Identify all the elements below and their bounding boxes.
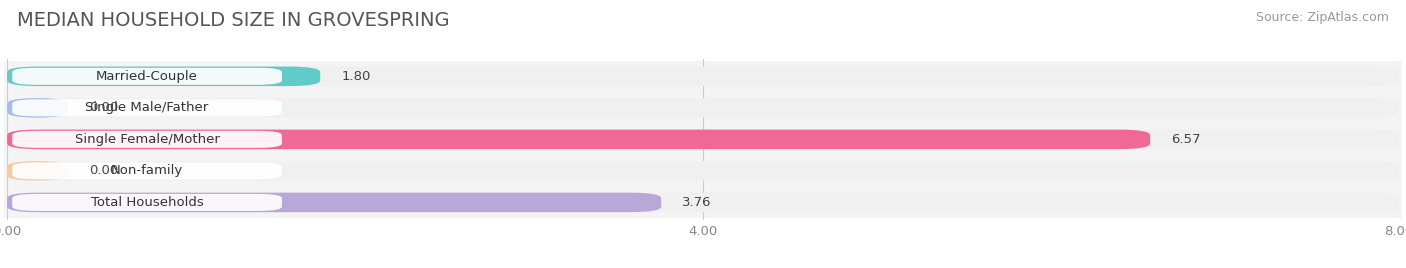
FancyBboxPatch shape bbox=[13, 162, 283, 179]
FancyBboxPatch shape bbox=[13, 68, 283, 85]
FancyBboxPatch shape bbox=[7, 98, 67, 118]
FancyBboxPatch shape bbox=[7, 161, 67, 181]
FancyBboxPatch shape bbox=[7, 161, 1399, 181]
FancyBboxPatch shape bbox=[7, 193, 1399, 212]
FancyBboxPatch shape bbox=[13, 194, 283, 211]
Text: Single Female/Mother: Single Female/Mother bbox=[75, 133, 219, 146]
FancyBboxPatch shape bbox=[13, 131, 283, 148]
FancyBboxPatch shape bbox=[7, 98, 1399, 118]
FancyBboxPatch shape bbox=[4, 124, 1402, 155]
FancyBboxPatch shape bbox=[4, 61, 1402, 92]
FancyBboxPatch shape bbox=[7, 130, 1150, 149]
FancyBboxPatch shape bbox=[13, 99, 283, 116]
FancyBboxPatch shape bbox=[4, 92, 1402, 124]
Text: 6.57: 6.57 bbox=[1171, 133, 1201, 146]
FancyBboxPatch shape bbox=[7, 130, 1399, 149]
FancyBboxPatch shape bbox=[4, 187, 1402, 218]
Text: Married-Couple: Married-Couple bbox=[96, 70, 198, 83]
Text: Source: ZipAtlas.com: Source: ZipAtlas.com bbox=[1256, 11, 1389, 24]
Text: Non-family: Non-family bbox=[111, 164, 183, 177]
Text: 1.80: 1.80 bbox=[342, 70, 370, 83]
Text: MEDIAN HOUSEHOLD SIZE IN GROVESPRING: MEDIAN HOUSEHOLD SIZE IN GROVESPRING bbox=[17, 11, 450, 30]
Text: 0.00: 0.00 bbox=[89, 164, 118, 177]
FancyBboxPatch shape bbox=[7, 66, 1399, 86]
Text: 0.00: 0.00 bbox=[89, 101, 118, 114]
Text: Single Male/Father: Single Male/Father bbox=[86, 101, 208, 114]
Text: Total Households: Total Households bbox=[91, 196, 204, 209]
Text: 3.76: 3.76 bbox=[682, 196, 711, 209]
FancyBboxPatch shape bbox=[4, 155, 1402, 187]
FancyBboxPatch shape bbox=[7, 66, 321, 86]
FancyBboxPatch shape bbox=[7, 193, 661, 212]
